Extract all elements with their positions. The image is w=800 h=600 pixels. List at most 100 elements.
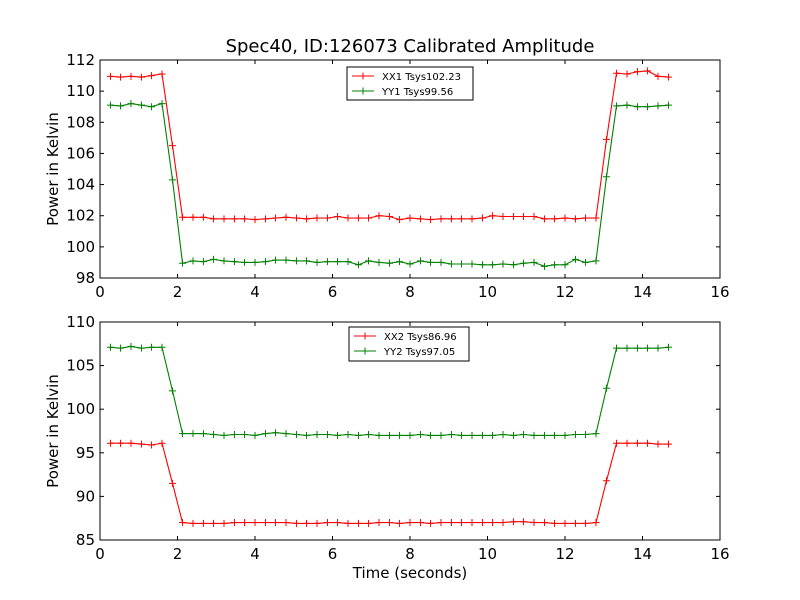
data-point	[148, 103, 156, 111]
data-point	[602, 477, 610, 485]
data-point	[644, 67, 652, 75]
data-point	[654, 72, 662, 80]
series-1	[106, 439, 672, 527]
data-point	[168, 176, 176, 184]
data-point	[385, 259, 393, 267]
x-tick-label: 4	[250, 283, 260, 301]
data-point	[551, 519, 559, 527]
data-point	[602, 384, 610, 392]
data-point	[179, 213, 187, 221]
data-point	[365, 430, 373, 438]
data-point	[303, 257, 311, 265]
data-point	[613, 102, 621, 110]
data-point	[499, 430, 507, 438]
data-point	[168, 142, 176, 150]
data-point	[458, 215, 466, 223]
data-point	[509, 212, 517, 220]
data-point	[210, 255, 218, 263]
data-point	[530, 212, 538, 220]
y-tick-label: 110	[66, 313, 95, 331]
data-point	[323, 430, 331, 438]
data-point	[458, 431, 466, 439]
data-point	[664, 343, 672, 351]
data-point	[540, 519, 548, 527]
data-point	[272, 519, 280, 527]
data-point	[509, 431, 517, 439]
data-point	[344, 430, 352, 438]
data-point	[489, 431, 497, 439]
data-point	[220, 215, 228, 223]
y-tick-label: 112	[66, 51, 95, 69]
x-tick-label: 6	[328, 283, 338, 301]
data-point	[406, 214, 414, 222]
x-tick-label: 14	[633, 545, 652, 563]
data-point	[313, 430, 321, 438]
data-point	[282, 519, 290, 527]
x-tick-label: 0	[95, 545, 105, 563]
y-tick-label: 90	[76, 487, 95, 505]
data-point	[509, 261, 517, 269]
legend-label: XX2 Tsys86.96	[384, 332, 457, 343]
data-point	[551, 215, 559, 223]
data-point	[571, 430, 579, 438]
data-point	[654, 102, 662, 110]
y-tick-label: 102	[66, 207, 95, 225]
data-point	[561, 261, 569, 269]
data-point	[623, 101, 631, 109]
data-point	[334, 431, 342, 439]
data-point	[344, 214, 352, 222]
data-point	[313, 519, 321, 527]
x-tick-label: 2	[173, 545, 183, 563]
data-point	[292, 519, 300, 527]
data-point	[323, 519, 331, 527]
data-point	[313, 214, 321, 222]
data-point	[365, 519, 373, 527]
data-point	[344, 258, 352, 266]
x-tick-label: 16	[710, 545, 729, 563]
series-2	[106, 100, 672, 270]
data-point	[158, 343, 166, 351]
subplot-1: 0 2 4 6 8 10 12 14 16 98 100 102 104 106 108 110 112 Powe…	[44, 51, 730, 301]
data-point	[540, 215, 548, 223]
data-point	[633, 68, 641, 76]
data-point	[292, 430, 300, 438]
chart-title: Spec40, ID:126073 Calibrated Amplitude	[226, 36, 595, 57]
data-point	[292, 214, 300, 222]
data-point	[117, 344, 125, 352]
data-point	[551, 261, 559, 269]
data-point	[117, 102, 125, 110]
data-point	[644, 344, 652, 352]
y-tick-label: 95	[76, 444, 95, 462]
data-point	[220, 431, 228, 439]
data-point	[365, 257, 373, 265]
data-point	[210, 215, 218, 223]
legend-marker	[361, 347, 369, 355]
data-point	[489, 212, 497, 220]
data-point	[396, 258, 404, 266]
data-point	[468, 519, 476, 527]
data-point	[633, 344, 641, 352]
data-point	[241, 258, 249, 266]
data-point	[323, 214, 331, 222]
data-point	[644, 103, 652, 111]
data-point	[106, 72, 114, 80]
data-point	[561, 431, 569, 439]
data-point	[137, 73, 145, 81]
data-point	[148, 441, 156, 449]
x-tick-label: 6	[328, 545, 338, 563]
data-point	[530, 431, 538, 439]
data-point	[623, 439, 631, 447]
data-point	[602, 173, 610, 181]
data-point	[478, 431, 486, 439]
x-tick-label: 14	[633, 283, 652, 301]
legend-marker	[361, 332, 369, 340]
data-point	[592, 214, 600, 222]
data-point	[520, 430, 528, 438]
data-point	[168, 387, 176, 395]
data-point	[251, 216, 259, 224]
data-point	[117, 439, 125, 447]
data-point	[664, 101, 672, 109]
data-point	[230, 258, 238, 266]
x-tick-label: 2	[173, 283, 183, 301]
